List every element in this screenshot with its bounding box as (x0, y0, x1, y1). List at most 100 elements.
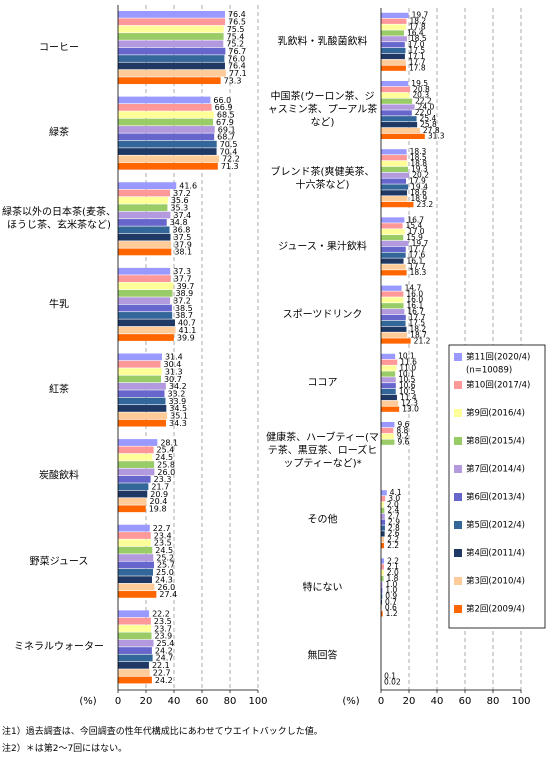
legend-swatch (454, 521, 462, 529)
bar (381, 291, 404, 297)
bar (381, 537, 385, 543)
bar (118, 182, 177, 190)
value-label: 1.0 (385, 580, 397, 589)
value-label: 37.5 (174, 233, 192, 242)
category-label: 乳飲料・乳酸菌飲料 (277, 36, 368, 48)
bar (118, 405, 167, 412)
bar (118, 69, 226, 77)
value-label: 38.7 (175, 311, 193, 320)
value-label: 38.1 (174, 248, 192, 257)
bar (118, 639, 154, 647)
category-label: 野菜ジュース (29, 556, 89, 568)
bar (118, 126, 215, 133)
bar (381, 564, 384, 570)
value-label: 40.7 (178, 319, 196, 328)
value-label: 18.6 (410, 188, 427, 197)
bar (381, 116, 417, 122)
value-label: 34.2 (169, 382, 187, 391)
value-label: 36.8 (173, 226, 191, 235)
bar (381, 359, 398, 365)
bar (118, 397, 166, 405)
bar (381, 42, 405, 48)
bar (381, 338, 411, 344)
value-label: 17.5 (409, 319, 426, 328)
value-label: 8.8 (396, 426, 408, 435)
value-label: 0.6 (385, 603, 397, 612)
value-label: 25.8 (420, 120, 437, 129)
bar (118, 55, 225, 62)
legend-label: 第10回(2017/4) (466, 380, 530, 391)
bar (381, 587, 383, 593)
x-tick-label: 0 (115, 696, 121, 707)
value-label: 33.2 (167, 389, 185, 398)
bar (118, 219, 167, 226)
bar (381, 297, 404, 303)
bar (118, 289, 173, 297)
bar (118, 304, 172, 312)
value-label: 22.0 (415, 108, 432, 117)
value-label: 9.6 (397, 438, 409, 447)
bar (118, 33, 224, 40)
bar (118, 233, 171, 241)
bar (118, 576, 153, 584)
bar (118, 483, 149, 491)
bar (381, 36, 407, 42)
bar (118, 412, 168, 420)
legend-swatch (454, 549, 462, 557)
value-label: 30.4 (164, 360, 182, 369)
legend-label: 第9回(2016/4) (466, 408, 525, 419)
bar (118, 297, 171, 305)
bar (118, 248, 172, 256)
value-label: 76.0 (227, 54, 245, 63)
bar (381, 98, 413, 104)
bar (381, 570, 384, 576)
bar (118, 10, 225, 18)
value-label: 13.0 (402, 404, 419, 413)
bar (118, 461, 155, 468)
legend-swatch (454, 353, 462, 361)
value-label: 17.6 (409, 250, 426, 259)
bar (381, 365, 397, 371)
bar (118, 498, 147, 505)
value-label: 16.0 (406, 295, 423, 304)
value-label: 24.5 (155, 546, 173, 555)
bar (381, 196, 408, 202)
value-label: 35.3 (170, 204, 188, 213)
x-tick-label: 0 (378, 696, 384, 707)
bar (381, 309, 405, 315)
bar (118, 140, 217, 148)
value-label: 2.6 (388, 529, 400, 538)
bar (381, 264, 406, 270)
bar (381, 611, 383, 617)
value-label: 24.5 (155, 453, 173, 462)
bar (118, 647, 152, 654)
bar (381, 605, 382, 611)
value-label: 10.6 (399, 381, 416, 390)
value-label: 19.7 (412, 11, 429, 20)
value-label: 18.5 (410, 34, 427, 43)
value-label: 22.7 (153, 668, 171, 677)
bar (118, 610, 150, 618)
value-label: 23.4 (154, 531, 172, 540)
value-label: 1.8 (387, 574, 399, 583)
value-label: 17.7 (409, 58, 426, 67)
value-label: 20.4 (150, 497, 168, 506)
category-label: スポーツドリンク (282, 309, 363, 321)
bar (381, 421, 395, 428)
bar (381, 332, 408, 338)
category-label: ブレンド茶(爽健美茶、十六茶など) (270, 166, 375, 191)
bar (381, 110, 412, 116)
value-label: 39.7 (177, 282, 195, 291)
value-label: 25.4 (420, 114, 437, 123)
legend-label: 第8回(2015/4) (466, 436, 525, 447)
bar (118, 111, 214, 119)
value-label: 2.7 (388, 512, 400, 521)
bar (381, 433, 394, 439)
value-label: 18.3 (410, 147, 427, 156)
category-label: 牛乳 (49, 299, 69, 311)
bar (381, 104, 415, 110)
x-tick-label: 100 (511, 696, 530, 707)
value-label: 30.7 (164, 375, 182, 384)
bar (118, 196, 168, 204)
x-tick-label: 60 (459, 696, 472, 707)
